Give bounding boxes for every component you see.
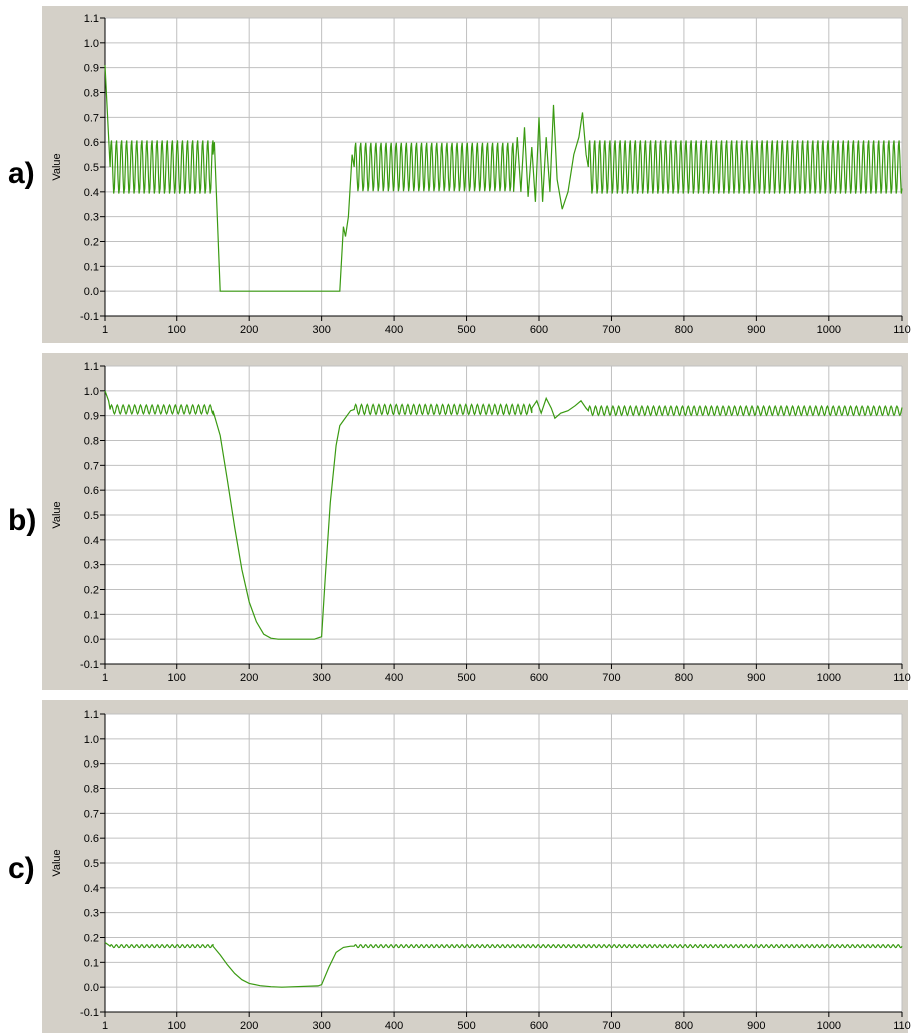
y-tick-label: -0.1: [80, 311, 99, 323]
y-tick-label: -0.1: [80, 659, 99, 671]
y-tick-label: 0.0: [84, 982, 99, 994]
y-tick-label: 0.7: [84, 112, 99, 124]
y-axis-label: Value: [51, 849, 63, 876]
y-tick-label: 0.6: [84, 485, 99, 497]
x-tick-label: 400: [385, 672, 403, 684]
x-tick-label: 300: [312, 324, 330, 336]
y-tick-label: 0.5: [84, 858, 99, 870]
x-tick-label: 1000: [817, 672, 841, 684]
x-tick-label: 200: [240, 1020, 258, 1032]
x-tick-label: 500: [457, 672, 475, 684]
x-tick-label: 500: [457, 324, 475, 336]
x-tick-label: 1: [102, 324, 108, 336]
y-tick-label: 0.5: [84, 510, 99, 522]
x-tick-label: 100: [168, 1020, 186, 1032]
x-tick-label: 100: [168, 324, 186, 336]
y-tick-label: 0.8: [84, 784, 99, 796]
x-tick-label: 110: [893, 672, 911, 684]
y-tick-label: 0.8: [84, 88, 99, 100]
chart-a: -0.1 0.0 0.1 0.2 0.3 0.4 0.5 0.6 0.7 0.8 0.9 1.0 1.1…: [42, 6, 911, 343]
y-tick-label: 0.9: [84, 63, 99, 75]
x-tick-label: 900: [747, 1020, 765, 1032]
y-tick-label: 1.1: [84, 13, 99, 25]
y-tick-label: 0.9: [84, 759, 99, 771]
x-tick-label: 400: [385, 324, 403, 336]
y-tick-label: -0.1: [80, 1007, 99, 1019]
y-tick-label: 0.2: [84, 585, 99, 597]
y-tick-label: 0.1: [84, 957, 99, 969]
x-tick-label: 200: [240, 324, 258, 336]
x-tick-label: 800: [675, 324, 693, 336]
x-tick-label: 300: [312, 672, 330, 684]
x-tick-label: 110: [893, 324, 911, 336]
x-tick-label: 900: [747, 672, 765, 684]
y-tick-label: 0.0: [84, 634, 99, 646]
x-tick-label: 100: [168, 672, 186, 684]
y-tick-label: 0.3: [84, 908, 99, 920]
x-tick-label: 1000: [817, 324, 841, 336]
x-tick-label: 400: [385, 1020, 403, 1032]
panel-label-a: a): [8, 157, 35, 190]
y-tick-label: 0.1: [84, 609, 99, 621]
x-tick-label: 600: [530, 672, 548, 684]
y-tick-label: 0.9: [84, 411, 99, 423]
y-tick-label: 0.8: [84, 436, 99, 448]
x-tick-label: 1: [102, 1020, 108, 1032]
x-tick-label: 800: [675, 672, 693, 684]
y-tick-label: 0.4: [84, 187, 99, 199]
x-tick-label: 800: [675, 1020, 693, 1032]
y-tick-label: 0.0: [84, 286, 99, 298]
panel-label-c: c): [8, 852, 35, 885]
y-tick-label: 1.0: [84, 386, 99, 398]
y-tick-label: 1.1: [84, 709, 99, 721]
y-tick-label: 1.1: [84, 361, 99, 373]
y-tick-label: 0.3: [84, 560, 99, 572]
x-tick-label: 700: [602, 1020, 620, 1032]
chart-c: -0.1 0.0 0.1 0.2 0.3 0.4 0.5 0.6 0.7 0.8 0.9 1.0 1.1…: [42, 700, 911, 1033]
x-tick-label: 700: [602, 672, 620, 684]
panel-label-b: b): [8, 504, 37, 537]
y-axis-label: Value: [51, 153, 63, 180]
y-tick-label: 0.2: [84, 933, 99, 945]
y-tick-label: 0.6: [84, 833, 99, 845]
x-tick-label: 600: [530, 324, 548, 336]
x-tick-label: 300: [312, 1020, 330, 1032]
x-tick-label: 110: [893, 1020, 911, 1032]
y-tick-label: 1.0: [84, 734, 99, 746]
y-tick-label: 0.5: [84, 162, 99, 174]
y-axis-label: Value: [51, 501, 63, 528]
x-tick-label: 900: [747, 324, 765, 336]
y-tick-label: 1.0: [84, 38, 99, 50]
x-tick-label: 1000: [817, 1020, 841, 1032]
y-tick-label: 0.7: [84, 460, 99, 472]
x-tick-label: 500: [457, 1020, 475, 1032]
chart-b: -0.1 0.0 0.1 0.2 0.3 0.4 0.5 0.6 0.7 0.8 0.9 1.0 1.1…: [42, 353, 911, 690]
x-tick-label: 600: [530, 1020, 548, 1032]
x-tick-label: 700: [602, 324, 620, 336]
series-line: [104, 942, 903, 988]
y-tick-label: 0.2: [84, 237, 99, 249]
y-tick-label: 0.6: [84, 137, 99, 149]
series-line: [104, 390, 903, 640]
y-tick-label: 0.7: [84, 808, 99, 820]
y-tick-label: 0.4: [84, 883, 99, 895]
x-tick-label: 1: [102, 672, 108, 684]
x-tick-label: 200: [240, 672, 258, 684]
y-tick-label: 0.1: [84, 261, 99, 273]
y-tick-label: 0.3: [84, 212, 99, 224]
series-line: [104, 65, 903, 292]
y-tick-label: 0.4: [84, 535, 99, 547]
